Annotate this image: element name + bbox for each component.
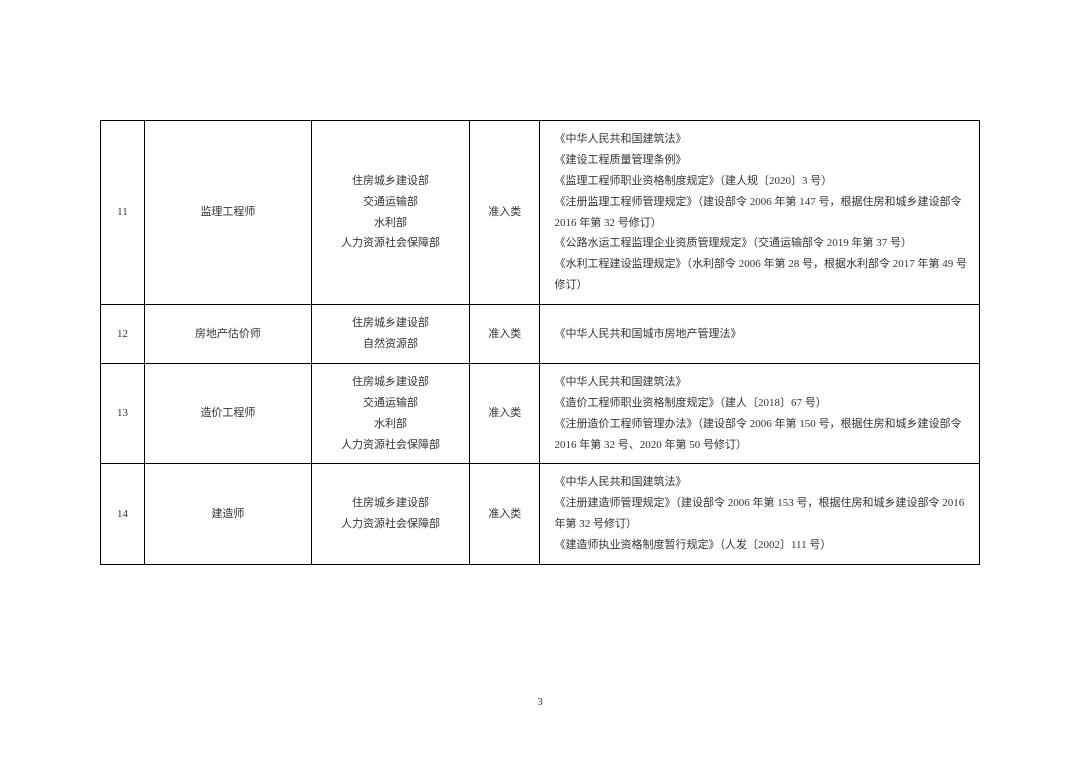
cell-number: 12 xyxy=(101,305,145,364)
cell-name: 监理工程师 xyxy=(144,121,311,305)
cell-basis: 《中华人民共和国建筑法》《造价工程师职业资格制度规定》（建人〔2018〕67 号… xyxy=(540,363,980,464)
cell-basis: 《中华人民共和国建筑法》《建设工程质量管理条例》《监理工程师职业资格制度规定》（… xyxy=(540,121,980,305)
cell-basis: 《中华人民共和国建筑法》《注册建造师管理规定》（建设部令 2006 年第 153… xyxy=(540,464,980,565)
cell-department: 住房城乡建设部交通运输部水利部人力资源社会保障部 xyxy=(311,363,469,464)
cell-name: 房地产估价师 xyxy=(144,305,311,364)
cell-basis: 《中华人民共和国城市房地产管理法》 xyxy=(540,305,980,364)
cell-type: 准入类 xyxy=(470,305,540,364)
cell-department: 住房城乡建设部自然资源部 xyxy=(311,305,469,364)
cell-type: 准入类 xyxy=(470,121,540,305)
cell-number: 13 xyxy=(101,363,145,464)
cell-number: 11 xyxy=(101,121,145,305)
table-row: 13造价工程师住房城乡建设部交通运输部水利部人力资源社会保障部准入类《中华人民共… xyxy=(101,363,980,464)
cell-department: 住房城乡建设部交通运输部水利部人力资源社会保障部 xyxy=(311,121,469,305)
table-row: 12房地产估价师住房城乡建设部自然资源部准入类《中华人民共和国城市房地产管理法》 xyxy=(101,305,980,364)
cell-name: 建造师 xyxy=(144,464,311,565)
table-row: 14建造师住房城乡建设部人力资源社会保障部准入类《中华人民共和国建筑法》《注册建… xyxy=(101,464,980,565)
cell-department: 住房城乡建设部人力资源社会保障部 xyxy=(311,464,469,565)
table-body: 11监理工程师住房城乡建设部交通运输部水利部人力资源社会保障部准入类《中华人民共… xyxy=(101,121,980,565)
qualification-table: 11监理工程师住房城乡建设部交通运输部水利部人力资源社会保障部准入类《中华人民共… xyxy=(100,120,980,565)
cell-name: 造价工程师 xyxy=(144,363,311,464)
document-page: 11监理工程师住房城乡建设部交通运输部水利部人力资源社会保障部准入类《中华人民共… xyxy=(0,0,1080,605)
table-row: 11监理工程师住房城乡建设部交通运输部水利部人力资源社会保障部准入类《中华人民共… xyxy=(101,121,980,305)
cell-type: 准入类 xyxy=(470,363,540,464)
cell-type: 准入类 xyxy=(470,464,540,565)
cell-number: 14 xyxy=(101,464,145,565)
page-number: 3 xyxy=(537,696,543,708)
